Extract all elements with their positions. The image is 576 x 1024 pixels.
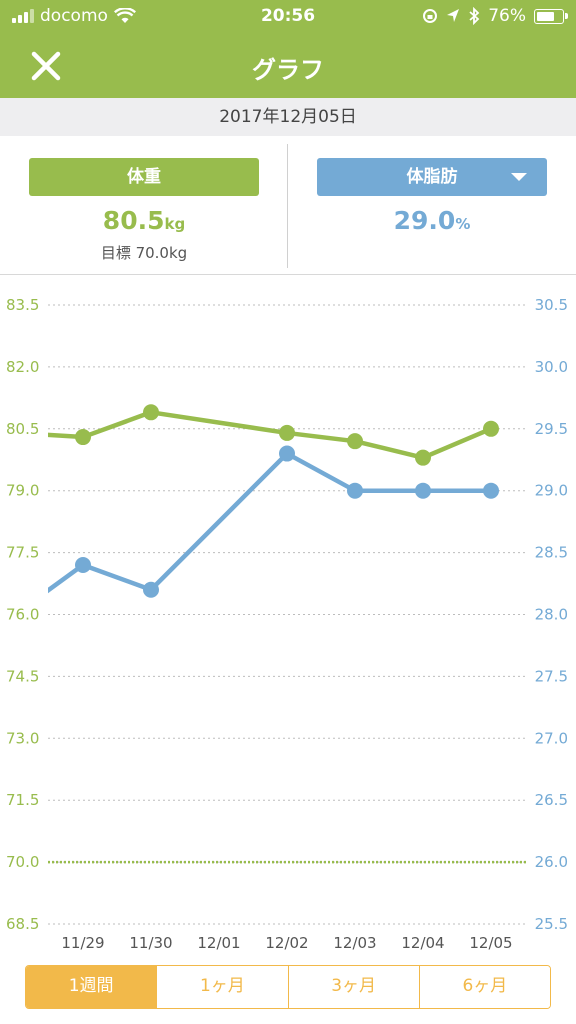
battery-percent: 76%: [488, 6, 526, 26]
left-tick-label: 68.5: [6, 915, 39, 933]
close-icon[interactable]: [28, 48, 64, 84]
nav-bar: グラフ: [0, 34, 576, 98]
battery-fill: [537, 11, 555, 21]
date-label: 2017年12月05日: [0, 98, 576, 136]
status-right: 76%: [422, 6, 568, 26]
fat-number: 29.0: [393, 206, 456, 235]
x-tick-label: 11/30: [129, 934, 172, 952]
weight-unit: kg: [164, 215, 186, 233]
series-point-1: [143, 581, 159, 598]
period-tabs: 1週間 1ヶ月 3ヶ月 6ヶ月: [25, 965, 551, 1009]
right-tick-label: 25.5: [535, 915, 568, 933]
location-icon: [447, 9, 460, 22]
chart-svg: 83.5 30.5 82.0 30.0 80.5 29.5 79.0 29.0 77.5 28.5…: [6, 296, 568, 952]
weight-number: 80.5: [102, 206, 165, 235]
left-tick-label: 70.0: [6, 853, 39, 871]
summary-panels: 体重 80.5kg 目標 70.0kg 体脂肪 29.0%: [0, 136, 576, 275]
right-tick-label: 29.5: [535, 420, 568, 438]
right-tick-label: 26.0: [535, 853, 568, 871]
fat-value: 29.0%: [288, 206, 576, 235]
fat-unit: %: [455, 215, 471, 233]
right-tick-label: 27.0: [535, 729, 568, 747]
signal-icon: [12, 9, 34, 23]
right-tick-label: 27.5: [535, 667, 568, 685]
left-tick-label: 73.0: [6, 729, 39, 747]
x-tick-label: 11/29: [61, 934, 104, 952]
fat-panel: 体脂肪 29.0%: [288, 136, 576, 274]
series-line-1: [48, 451, 491, 594]
right-tick-label: 28.0: [535, 606, 568, 624]
series-point-1: [415, 482, 431, 499]
series-point-0: [415, 449, 431, 466]
left-tick-label: 82.0: [6, 358, 39, 376]
tab-period-2[interactable]: 3ヶ月: [288, 966, 420, 1008]
weight-panel: 体重 80.5kg 目標 70.0kg: [0, 136, 288, 274]
series-point-0: [143, 404, 159, 421]
x-tick-label: 12/01: [197, 934, 240, 952]
series-point-1: [279, 445, 295, 462]
tab-period-0[interactable]: 1週間: [26, 966, 158, 1008]
fat-button-label: 体脂肪: [406, 167, 458, 187]
status-time: 20:56: [260, 6, 316, 26]
bluetooth-icon: [469, 7, 480, 25]
carrier-name: docomo: [40, 6, 108, 26]
x-tick-label: 12/02: [265, 934, 308, 952]
rotation-lock-icon: [423, 9, 438, 23]
status-bar: docomo 20:56 76%: [0, 0, 576, 34]
panel-divider: [287, 144, 288, 268]
weight-value: 80.5kg: [0, 206, 288, 235]
x-tick-label: 12/05: [469, 934, 512, 952]
x-tick-label: 12/04: [401, 934, 444, 952]
battery-icon: [534, 8, 568, 24]
left-tick-label: 80.5: [6, 420, 39, 438]
weight-button[interactable]: 体重: [29, 158, 259, 196]
series-point-0: [483, 420, 499, 437]
weight-fat-chart: 83.5 30.5 82.0 30.0 80.5 29.5 79.0 29.0 77.5 28.5…: [0, 274, 576, 954]
left-tick-label: 71.5: [6, 791, 39, 809]
left-tick-label: 74.5: [6, 667, 39, 685]
right-tick-label: 26.5: [535, 791, 568, 809]
weight-button-label: 体重: [127, 167, 161, 187]
series-point-1: [75, 556, 91, 573]
chevron-down-icon: [511, 173, 527, 181]
right-tick-label: 29.0: [535, 482, 568, 500]
tab-period-3[interactable]: 6ヶ月: [419, 966, 550, 1008]
x-tick-label: 12/03: [333, 934, 376, 952]
series-point-0: [279, 424, 295, 441]
fat-dropdown-button[interactable]: 体脂肪: [317, 158, 547, 196]
left-tick-label: 83.5: [6, 296, 39, 314]
right-tick-label: 30.0: [535, 358, 568, 376]
series-point-1: [483, 482, 499, 499]
carrier-info: docomo: [12, 6, 136, 26]
weight-goal: 目標 70.0kg: [100, 244, 188, 262]
left-tick-label: 76.0: [6, 606, 39, 624]
left-tick-label: 77.5: [6, 544, 39, 562]
right-tick-label: 30.5: [535, 296, 568, 314]
series-point-0: [347, 433, 363, 450]
series-point-0: [75, 429, 91, 446]
page-title: グラフ: [252, 56, 324, 84]
tab-period-1[interactable]: 1ヶ月: [157, 966, 289, 1008]
wifi-icon: [113, 8, 136, 23]
right-tick-label: 28.5: [535, 544, 568, 562]
left-tick-label: 79.0: [6, 482, 39, 500]
series-point-1: [347, 482, 363, 499]
